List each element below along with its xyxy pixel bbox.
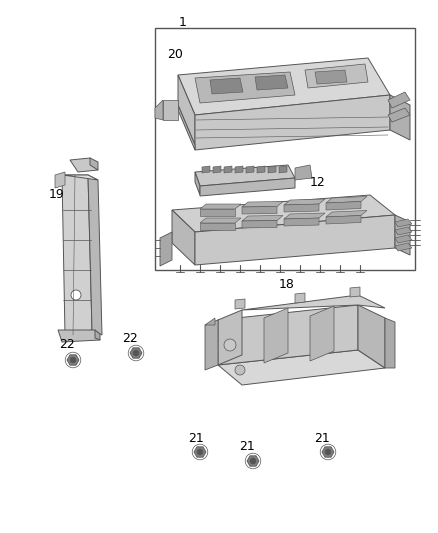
Text: 21: 21 bbox=[239, 440, 255, 454]
Polygon shape bbox=[218, 310, 242, 365]
Polygon shape bbox=[195, 72, 295, 103]
Polygon shape bbox=[326, 215, 361, 224]
Text: 21: 21 bbox=[188, 432, 204, 445]
Polygon shape bbox=[202, 166, 210, 173]
Polygon shape bbox=[200, 204, 241, 209]
Polygon shape bbox=[388, 92, 410, 108]
Polygon shape bbox=[205, 320, 218, 370]
Polygon shape bbox=[200, 223, 235, 230]
Text: 12: 12 bbox=[310, 176, 326, 190]
Polygon shape bbox=[195, 215, 395, 265]
Circle shape bbox=[235, 365, 245, 375]
Polygon shape bbox=[242, 295, 385, 310]
Polygon shape bbox=[58, 330, 100, 342]
Text: 20: 20 bbox=[167, 49, 183, 61]
Polygon shape bbox=[70, 158, 98, 172]
Circle shape bbox=[71, 290, 81, 300]
Text: 1: 1 bbox=[179, 15, 187, 28]
Polygon shape bbox=[130, 348, 142, 358]
Polygon shape bbox=[350, 287, 360, 297]
Polygon shape bbox=[195, 165, 295, 186]
Polygon shape bbox=[205, 318, 215, 325]
Polygon shape bbox=[395, 227, 412, 235]
Polygon shape bbox=[195, 172, 200, 195]
Polygon shape bbox=[284, 213, 325, 219]
Polygon shape bbox=[200, 178, 295, 196]
Polygon shape bbox=[395, 235, 412, 243]
Polygon shape bbox=[268, 166, 276, 173]
Circle shape bbox=[224, 339, 236, 351]
Polygon shape bbox=[172, 195, 395, 232]
Polygon shape bbox=[315, 70, 347, 84]
Polygon shape bbox=[295, 293, 305, 303]
Polygon shape bbox=[213, 166, 221, 173]
Polygon shape bbox=[242, 201, 283, 207]
Polygon shape bbox=[224, 166, 232, 173]
Polygon shape bbox=[284, 204, 319, 212]
Polygon shape bbox=[95, 330, 100, 340]
Polygon shape bbox=[284, 218, 319, 226]
Polygon shape bbox=[284, 199, 325, 205]
Polygon shape bbox=[395, 215, 410, 255]
Polygon shape bbox=[67, 355, 79, 365]
Polygon shape bbox=[279, 166, 287, 173]
Bar bbox=[155, 28, 415, 270]
Polygon shape bbox=[390, 95, 410, 140]
Polygon shape bbox=[172, 210, 195, 265]
Circle shape bbox=[197, 449, 203, 455]
Text: 22: 22 bbox=[122, 332, 138, 344]
Circle shape bbox=[250, 458, 256, 464]
Polygon shape bbox=[295, 165, 312, 180]
Polygon shape bbox=[235, 299, 245, 309]
Polygon shape bbox=[385, 318, 395, 368]
Polygon shape bbox=[322, 447, 334, 457]
Polygon shape bbox=[200, 218, 241, 223]
Text: 19: 19 bbox=[49, 189, 65, 201]
Polygon shape bbox=[200, 209, 235, 216]
Polygon shape bbox=[178, 58, 390, 115]
Polygon shape bbox=[255, 75, 288, 90]
Polygon shape bbox=[90, 158, 98, 170]
Polygon shape bbox=[88, 175, 102, 335]
Polygon shape bbox=[326, 201, 361, 210]
Polygon shape bbox=[160, 232, 172, 266]
Polygon shape bbox=[305, 64, 368, 88]
Circle shape bbox=[325, 449, 331, 455]
Polygon shape bbox=[257, 166, 265, 173]
Polygon shape bbox=[178, 105, 195, 150]
Polygon shape bbox=[242, 206, 277, 214]
Polygon shape bbox=[218, 350, 385, 385]
Polygon shape bbox=[326, 197, 367, 203]
Polygon shape bbox=[55, 172, 65, 188]
Polygon shape bbox=[310, 306, 334, 361]
Polygon shape bbox=[195, 95, 390, 150]
Polygon shape bbox=[264, 308, 288, 363]
Circle shape bbox=[70, 357, 76, 363]
Text: 18: 18 bbox=[279, 279, 295, 292]
Text: 22: 22 bbox=[59, 338, 75, 351]
Polygon shape bbox=[62, 175, 98, 180]
Polygon shape bbox=[194, 447, 206, 457]
Polygon shape bbox=[395, 243, 412, 251]
Polygon shape bbox=[210, 78, 243, 94]
Polygon shape bbox=[155, 100, 163, 120]
Polygon shape bbox=[178, 75, 195, 145]
Polygon shape bbox=[62, 175, 92, 335]
Polygon shape bbox=[218, 305, 358, 365]
Polygon shape bbox=[247, 456, 259, 466]
Polygon shape bbox=[395, 219, 412, 227]
Polygon shape bbox=[235, 166, 243, 173]
Polygon shape bbox=[242, 221, 277, 228]
Text: 21: 21 bbox=[314, 432, 330, 445]
Circle shape bbox=[133, 350, 139, 356]
Polygon shape bbox=[326, 211, 367, 217]
Polygon shape bbox=[246, 166, 254, 173]
Polygon shape bbox=[358, 305, 385, 368]
Polygon shape bbox=[242, 215, 283, 221]
Polygon shape bbox=[388, 108, 410, 122]
Polygon shape bbox=[163, 100, 178, 120]
